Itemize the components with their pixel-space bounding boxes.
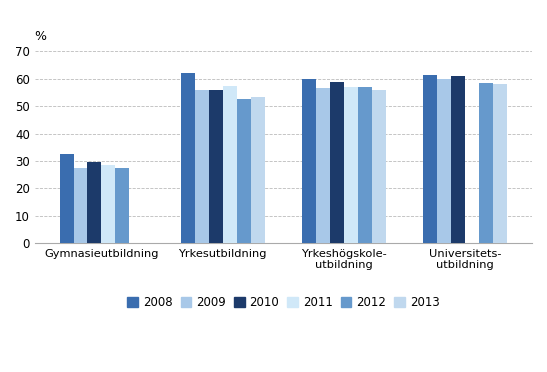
- Bar: [423, 75, 438, 243]
- Bar: [316, 89, 330, 243]
- Text: %: %: [35, 30, 46, 43]
- Bar: [358, 87, 372, 243]
- Bar: [181, 73, 195, 243]
- Bar: [115, 168, 129, 243]
- Legend: 2008, 2009, 2010, 2011, 2012, 2013: 2008, 2009, 2010, 2011, 2012, 2013: [123, 291, 444, 314]
- Bar: [330, 81, 344, 243]
- Bar: [344, 87, 358, 243]
- Bar: [451, 76, 465, 243]
- Bar: [195, 90, 209, 243]
- Bar: [223, 86, 237, 243]
- Bar: [438, 79, 451, 243]
- Bar: [101, 165, 115, 243]
- Bar: [493, 84, 507, 243]
- Bar: [209, 90, 223, 243]
- Bar: [73, 168, 88, 243]
- Bar: [372, 90, 386, 243]
- Bar: [251, 97, 265, 243]
- Bar: [479, 83, 493, 243]
- Bar: [60, 154, 73, 243]
- Bar: [88, 163, 101, 243]
- Bar: [237, 99, 251, 243]
- Bar: [302, 79, 316, 243]
